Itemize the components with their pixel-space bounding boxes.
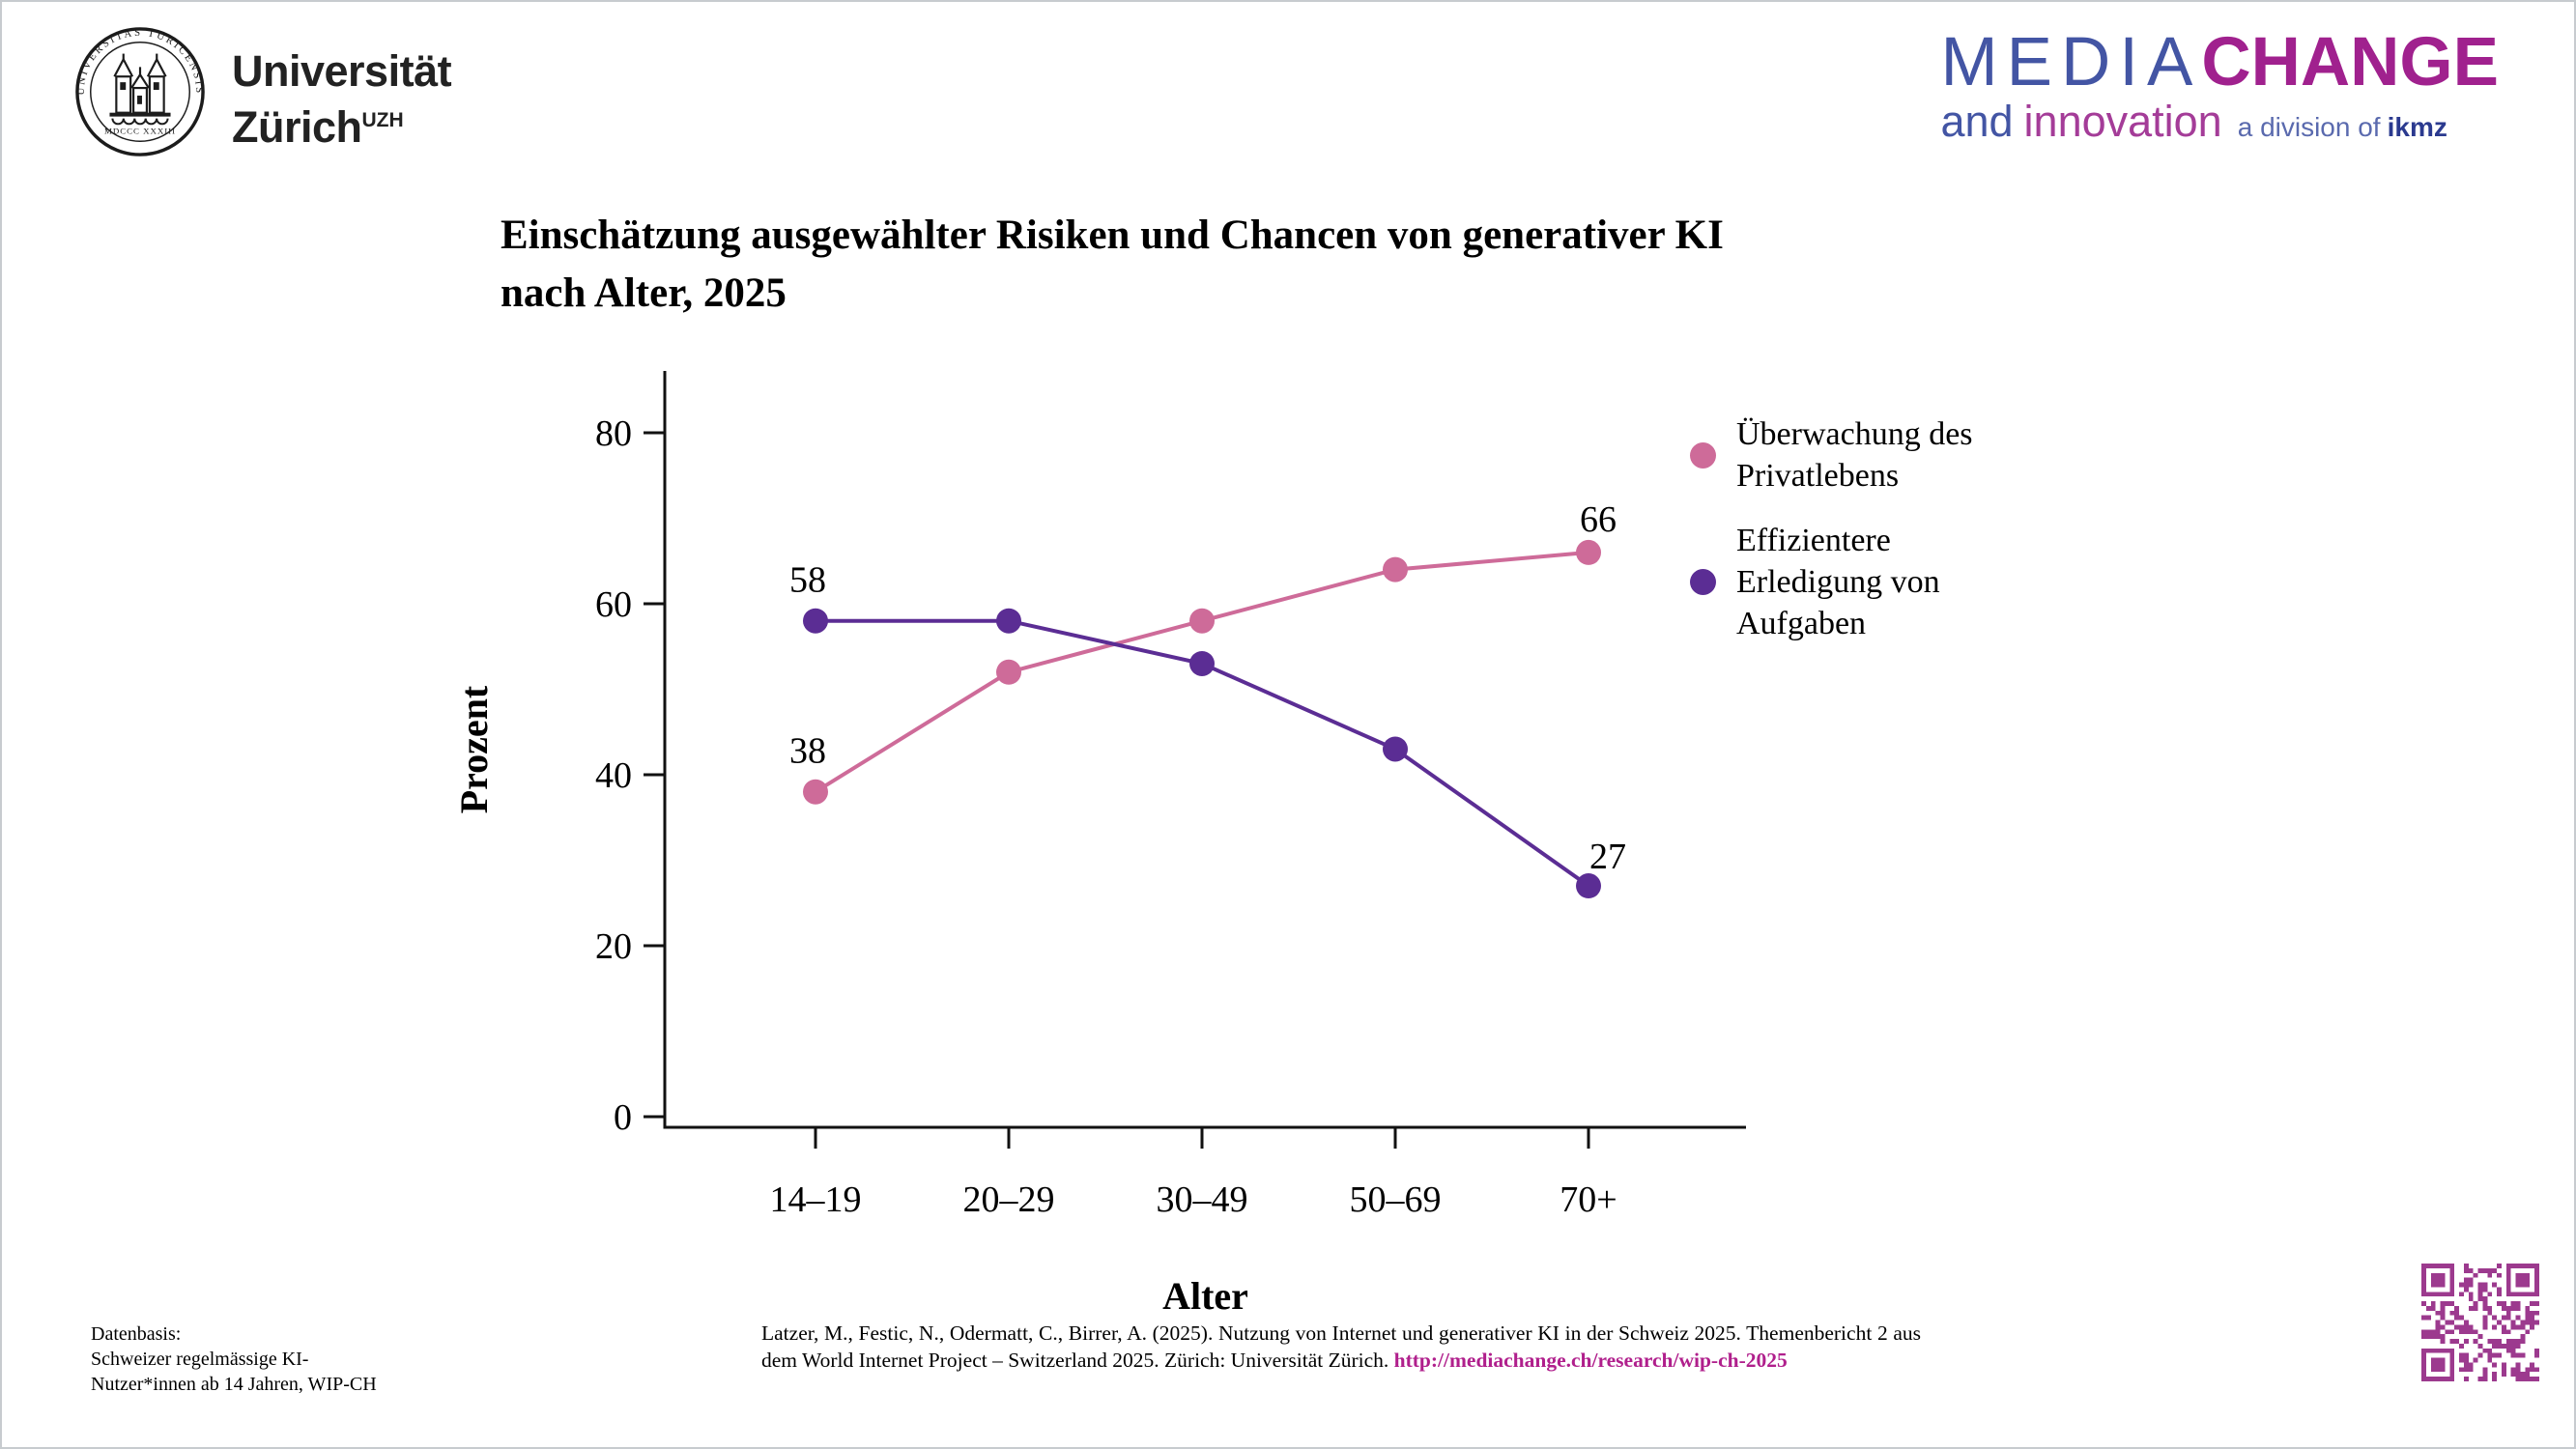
legend-dot-pink-icon — [1690, 441, 1716, 469]
mediachange-line2: and innovation a division of ikmz — [1940, 97, 2499, 147]
uzh-seal-icon: UNIVERSITAS TURICENSIS MDCCC XXXIII — [75, 27, 205, 156]
data-point — [1383, 736, 1408, 762]
legend-label: Überwachung des Privatlebens — [1736, 416, 1973, 494]
age-line-chart: 0 20 40 60 80 14–19 20–29 30–49 50–69 70+ Alter Pro… — [452, 371, 1746, 1318]
page-title-line2: nach Alter, 2025 — [501, 270, 787, 316]
media-wordmark: MEDIA — [1940, 24, 2202, 100]
uzh-sup: UZH — [361, 109, 404, 131]
legend-item-privatleben: Überwachung des Privatlebens — [1690, 413, 1995, 497]
uzh-logo: UNIVERSITAS TURICENSIS MDCCC XXXIII Univ… — [73, 25, 452, 158]
seal-scallops — [111, 118, 169, 126]
data-basis-note: Datenbasis: Schweizer regelmässige KI- N… — [91, 1321, 377, 1397]
data-point — [1189, 608, 1215, 634]
y-tick-label: 40 — [595, 755, 632, 796]
data-basis-line1: Datenbasis: — [91, 1323, 182, 1345]
citation-text: Latzer, M., Festic, N., Odermatt, C., Bi… — [761, 1321, 1921, 1372]
data-point — [803, 779, 828, 805]
and-wordmark: and — [1940, 97, 2014, 146]
data-point — [1383, 556, 1408, 582]
data-point — [1576, 539, 1601, 565]
division-of-text: a division of — [2237, 112, 2381, 142]
data-point — [1189, 650, 1215, 676]
legend-dot-purple-icon — [1690, 569, 1716, 595]
legend-item-aufgaben: Effizientere Erledigung von Aufgaben — [1690, 520, 1995, 644]
x-tick-label: 30–49 — [1157, 1179, 1248, 1220]
y-tick-label: 80 — [595, 413, 632, 454]
y-tick-label: 60 — [595, 584, 632, 625]
citation-link[interactable]: http://mediachange.ch/research/wip-ch-20… — [1393, 1349, 1788, 1372]
point-label: 38 — [789, 731, 826, 772]
mediachange-logo: MEDIACHANGE and innovation a division of… — [1940, 28, 2499, 147]
data-basis-line2: Schweizer regelmässige KI- — [91, 1349, 309, 1370]
y-axis-title: Prozent — [452, 685, 496, 813]
citation: Latzer, M., Festic, N., Odermatt, C., Bi… — [761, 1320, 1921, 1374]
seal-base — [109, 112, 171, 117]
data-point — [803, 608, 828, 634]
page-title-line1: Einschätzung ausgewählter Risiken und Ch… — [501, 213, 1724, 258]
change-wordmark: CHANGE — [2201, 24, 2499, 100]
mediachange-line1: MEDIACHANGE — [1940, 28, 2499, 97]
y-tick-label: 0 — [614, 1097, 632, 1138]
seal-church-icon — [113, 53, 167, 114]
x-tick-label: 70+ — [1560, 1179, 1617, 1220]
data-point — [1576, 873, 1601, 899]
uzh-wordmark: Universität ZürichUZH — [232, 46, 452, 152]
svg-text:UNIVERSITAS TURICENSIS: UNIVERSITAS TURICENSIS — [75, 27, 205, 96]
point-label: 58 — [789, 560, 826, 601]
legend-label: Effizientere Erledigung von Aufgaben — [1736, 523, 1940, 641]
ikmz-wordmark: ikmz — [2387, 112, 2447, 142]
page-title: Einschätzung ausgewählter Risiken und Ch… — [501, 207, 1724, 323]
data-basis-line3: Nutzer*innen ab 14 Jahren, WIP-CH — [91, 1374, 377, 1395]
x-tick-label: 14–19 — [770, 1179, 862, 1220]
x-axis-title: Alter — [1162, 1274, 1248, 1318]
seal-ring-text: UNIVERSITAS TURICENSIS — [75, 27, 203, 96]
chart-legend: Überwachung des Privatlebens Effizienter… — [1690, 413, 1995, 668]
qr-code-icon — [2421, 1264, 2539, 1381]
uzh-wordmark-line1: Universität — [232, 46, 452, 96]
seal-year-text: MDCCC XXXIII — [104, 126, 176, 135]
point-label: 27 — [1589, 837, 1626, 877]
uzh-wordmark-line2: ZürichUZH — [232, 102, 404, 152]
y-tick-label: 20 — [595, 926, 632, 967]
innovation-wordmark: innovation — [2023, 97, 2222, 146]
data-point — [996, 608, 1021, 634]
x-tick-label: 20–29 — [963, 1179, 1055, 1220]
x-tick-label: 50–69 — [1350, 1179, 1442, 1220]
data-point — [996, 659, 1021, 685]
point-label: 66 — [1580, 499, 1617, 540]
